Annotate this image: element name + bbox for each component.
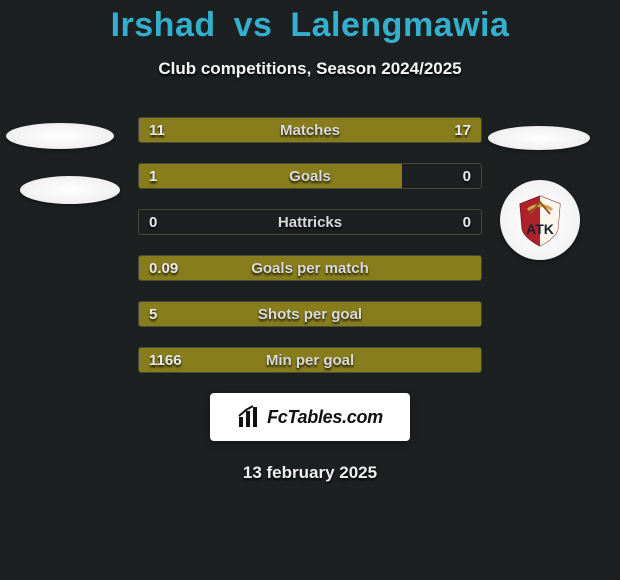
footer-logo-text: FcTables.com	[267, 407, 383, 428]
decor-ellipse-left	[6, 123, 114, 149]
stat-value-right: 0	[463, 210, 471, 235]
footer-date: 13 february 2025	[0, 463, 620, 483]
stat-value-left: 11	[149, 118, 165, 143]
stat-value-right: 17	[454, 118, 471, 143]
subtitle: Club competitions, Season 2024/2025	[0, 59, 620, 79]
atk-crest-icon: ATK	[510, 190, 570, 250]
stat-row: 1 0 Goals	[138, 163, 482, 189]
stat-row: 5 Shots per goal	[138, 301, 482, 327]
vs-separator: vs	[234, 6, 273, 44]
stat-label: Hattricks	[278, 210, 342, 235]
stat-label: Goals	[289, 164, 331, 189]
stat-label: Min per goal	[266, 348, 354, 373]
stat-label: Matches	[280, 118, 340, 143]
stat-value-left: 5	[149, 302, 157, 327]
stat-label: Shots per goal	[258, 302, 362, 327]
stat-fill-left	[139, 164, 402, 188]
team-badge-right: ATK	[500, 180, 580, 260]
decor-ellipse-left	[20, 176, 120, 204]
bar-chart-icon	[237, 405, 261, 429]
stat-value-left: 0.09	[149, 256, 178, 281]
player2-name: Lalengmawia	[290, 6, 509, 44]
stat-row: 1166 Min per goal	[138, 347, 482, 373]
stat-row: 11 17 Matches	[138, 117, 482, 143]
page-title: Irshad vs Lalengmawia	[0, 6, 620, 45]
svg-text:ATK: ATK	[526, 221, 554, 237]
stat-value-left: 1166	[149, 348, 182, 373]
player1-name: Irshad	[111, 6, 216, 44]
stat-value-left: 0	[149, 210, 157, 235]
footer-logo: FcTables.com	[210, 393, 410, 441]
stat-value-right: 0	[463, 164, 471, 189]
stat-value-left: 1	[149, 164, 157, 189]
stat-label: Goals per match	[251, 256, 369, 281]
stats-container: 11 17 Matches 1 0 Goals 0 0 Hattricks 0.09 Goals p…	[138, 117, 482, 373]
decor-ellipse-right	[488, 126, 590, 150]
stat-row: 0.09 Goals per match	[138, 255, 482, 281]
stat-row: 0 0 Hattricks	[138, 209, 482, 235]
